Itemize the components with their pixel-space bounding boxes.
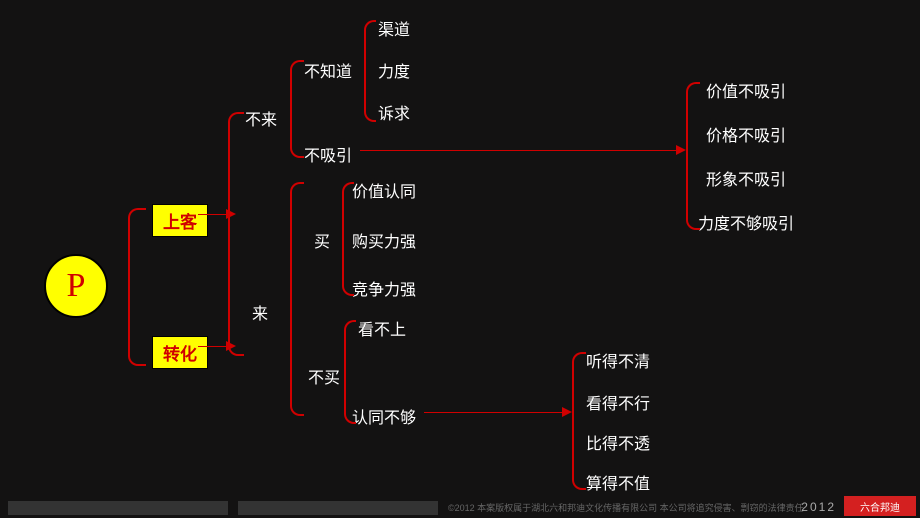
leaf: 价值认同 <box>352 178 416 202</box>
leaf: 看不上 <box>358 316 406 340</box>
node-bulai: 不来 <box>245 106 277 130</box>
brace <box>686 82 700 230</box>
root-label: P <box>67 267 86 305</box>
arrow-head-icon <box>226 209 236 219</box>
node-buxiyin: 不吸引 <box>304 142 352 166</box>
leaf: 形象不吸引 <box>706 166 786 190</box>
footer: ©2012 本案版权属于湖北六和邦迪文化传播有限公司 本公司将追究侵害、剽窃的法… <box>0 496 920 518</box>
root-node: P <box>44 254 108 318</box>
node-buzhidao: 不知道 <box>304 58 352 82</box>
brace <box>364 20 376 122</box>
brace <box>572 352 586 490</box>
arrow <box>424 412 562 413</box>
arrow <box>360 150 676 151</box>
leaf: 竞争力强 <box>352 276 416 300</box>
leaf: 看得不行 <box>586 390 650 414</box>
leaf: 力度 <box>378 58 410 82</box>
leaf: 渠道 <box>378 16 410 40</box>
footer-logo: 六合邦迪 <box>844 496 916 516</box>
brace <box>342 182 354 296</box>
leaf: 购买力强 <box>352 228 416 252</box>
footer-year: 2012 <box>801 500 836 514</box>
brace <box>128 208 146 366</box>
brace <box>290 182 304 416</box>
brace <box>290 60 304 158</box>
leaf: 价值不吸引 <box>706 78 786 102</box>
node-shangke: 上客 <box>152 204 208 237</box>
leaf: 诉求 <box>378 100 410 124</box>
footer-copy: ©2012 本案版权属于湖北六和邦迪文化传播有限公司 本公司将追究侵害、剽窃的法… <box>448 501 804 514</box>
leaf: 听得不清 <box>586 348 650 372</box>
footer-bar <box>238 501 438 515</box>
diagram-stage: P 上客 转化 不来 来 不知道 不吸引 买 不买 渠道 力度 诉求 价值认同 … <box>0 0 920 518</box>
leaf: 认同不够 <box>352 404 416 428</box>
brace <box>228 112 244 356</box>
node-mai: 买 <box>314 228 330 252</box>
leaf: 价格不吸引 <box>706 122 786 146</box>
arrow-head-icon <box>562 407 572 417</box>
node-lai: 来 <box>252 300 268 324</box>
footer-bar <box>8 501 228 515</box>
arrow-head-icon <box>226 341 236 351</box>
arrow <box>198 214 226 215</box>
brace <box>344 320 356 424</box>
node-zhuanhua: 转化 <box>152 336 208 369</box>
leaf: 力度不够吸引 <box>698 210 794 234</box>
node-bumai: 不买 <box>308 364 340 388</box>
arrow-head-icon <box>676 145 686 155</box>
arrow <box>198 346 226 347</box>
leaf: 比得不透 <box>586 430 650 454</box>
leaf: 算得不值 <box>586 470 650 494</box>
